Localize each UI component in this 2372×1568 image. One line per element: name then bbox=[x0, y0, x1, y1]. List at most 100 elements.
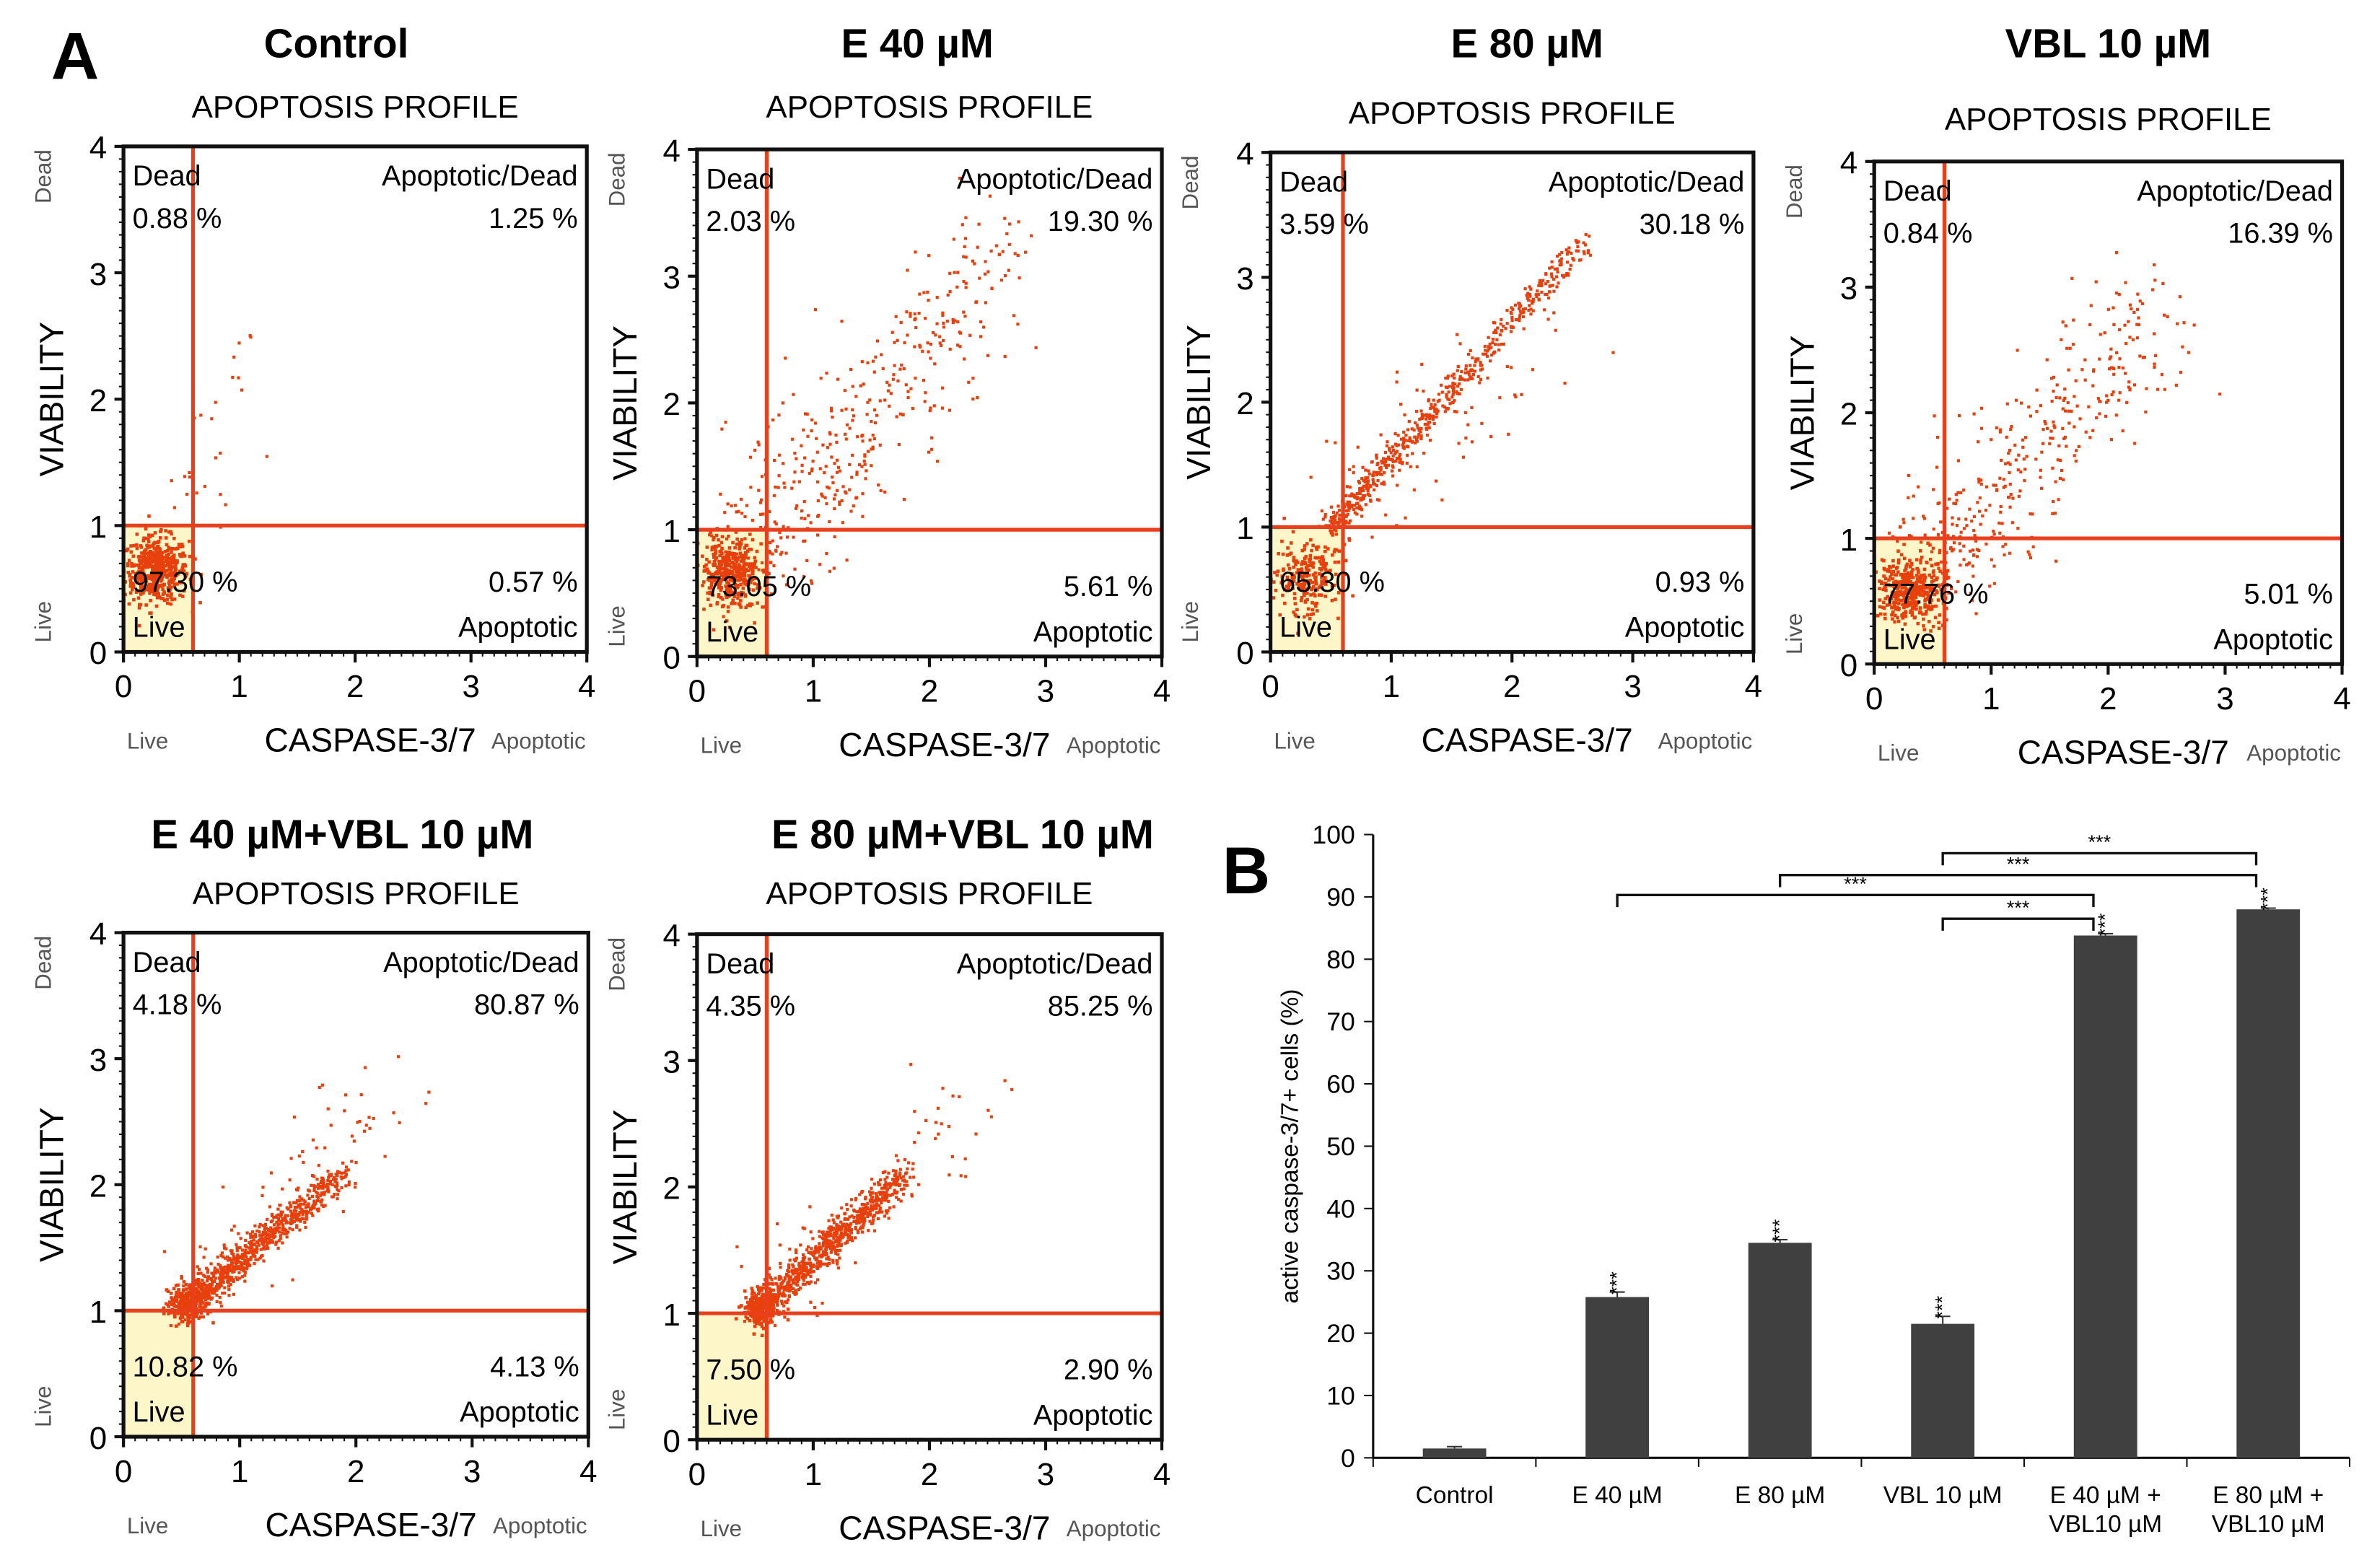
event-dot bbox=[159, 527, 163, 532]
event-dot bbox=[154, 592, 158, 597]
event-dot bbox=[165, 597, 170, 601]
event-dot bbox=[169, 1323, 172, 1328]
event-dot bbox=[725, 551, 730, 555]
event-dot bbox=[188, 476, 191, 479]
event-dot bbox=[2163, 387, 2166, 391]
event-dot bbox=[1979, 478, 1983, 482]
event-dot bbox=[1491, 341, 1494, 345]
event-dot bbox=[717, 595, 721, 599]
event-dot bbox=[739, 592, 743, 595]
event-dot bbox=[1890, 605, 1894, 610]
panel-a-label: A bbox=[51, 19, 99, 93]
event-dot bbox=[906, 268, 909, 272]
event-dot bbox=[227, 1294, 231, 1297]
event-dot bbox=[1446, 397, 1450, 401]
event-dot bbox=[1933, 616, 1938, 620]
event-dot bbox=[320, 1180, 323, 1183]
event-dot bbox=[901, 413, 905, 416]
event-dot bbox=[2002, 486, 2005, 489]
event-dot bbox=[1385, 465, 1388, 470]
event-dot bbox=[941, 311, 945, 315]
event-dot bbox=[968, 333, 972, 337]
event-dot bbox=[185, 571, 188, 576]
event-dot bbox=[193, 1288, 198, 1292]
event-dot bbox=[219, 1253, 223, 1258]
event-dot bbox=[1505, 309, 1509, 312]
event-dot bbox=[740, 572, 745, 576]
event-dot bbox=[232, 1279, 235, 1283]
event-dot bbox=[1928, 543, 1932, 547]
event-dot bbox=[185, 1287, 188, 1291]
event-dot bbox=[1992, 530, 1995, 533]
event-dot bbox=[1517, 307, 1521, 310]
event-dot bbox=[1317, 585, 1321, 590]
event-dot bbox=[714, 533, 719, 538]
event-dot bbox=[963, 315, 967, 318]
event-dot bbox=[315, 1199, 320, 1202]
event-dot bbox=[743, 546, 747, 550]
event-dot bbox=[830, 409, 833, 413]
event-dot bbox=[1386, 463, 1391, 467]
event-dot bbox=[2007, 452, 2010, 455]
event-dot bbox=[2091, 384, 2095, 387]
event-dot bbox=[1505, 364, 1509, 369]
event-dot bbox=[941, 313, 945, 317]
event-dot bbox=[2008, 470, 2011, 475]
event-dot bbox=[344, 1173, 349, 1176]
event-dot bbox=[211, 1287, 214, 1290]
event-dot bbox=[189, 1289, 193, 1293]
event-dot bbox=[886, 389, 890, 393]
event-dot bbox=[1348, 507, 1352, 510]
event-dot bbox=[1548, 266, 1552, 270]
event-dot bbox=[1939, 587, 1943, 592]
event-dot bbox=[261, 1193, 264, 1197]
event-dot bbox=[733, 546, 737, 550]
event-dot bbox=[284, 1221, 289, 1225]
event-dot bbox=[1500, 328, 1504, 333]
event-dot bbox=[1909, 588, 1912, 592]
event-dot bbox=[201, 1301, 205, 1305]
event-dot bbox=[1305, 574, 1308, 578]
event-dot bbox=[1334, 515, 1337, 519]
x-tick-label: 4 bbox=[1745, 669, 1762, 704]
event-dot bbox=[226, 1269, 229, 1273]
event-dot bbox=[2123, 323, 2127, 327]
event-dot bbox=[327, 1182, 331, 1186]
event-dot bbox=[722, 604, 725, 608]
event-dot bbox=[790, 486, 794, 490]
event-dot bbox=[229, 1228, 234, 1232]
event-dot bbox=[1447, 390, 1450, 394]
event-dot bbox=[860, 465, 864, 468]
event-dot bbox=[137, 623, 141, 628]
event-dot bbox=[144, 548, 148, 552]
event-dot bbox=[222, 1291, 227, 1295]
event-dot bbox=[1361, 488, 1365, 491]
event-dot bbox=[243, 1279, 247, 1283]
event-dot bbox=[1904, 595, 1909, 600]
event-dot bbox=[738, 540, 742, 545]
event-dot bbox=[169, 568, 173, 572]
event-dot bbox=[1895, 590, 1899, 595]
event-dot bbox=[739, 1304, 743, 1308]
event-dot bbox=[809, 1269, 813, 1273]
event-dot bbox=[735, 552, 738, 556]
event-dot bbox=[1362, 484, 1365, 488]
event-dot bbox=[1323, 566, 1327, 570]
event-dot bbox=[289, 1218, 293, 1222]
event-dot bbox=[743, 557, 746, 561]
event-dot bbox=[1926, 604, 1930, 608]
event-dot bbox=[1318, 559, 1322, 564]
event-dot bbox=[1360, 477, 1364, 481]
event-dot bbox=[739, 559, 743, 563]
event-dot bbox=[1351, 594, 1355, 598]
quadrant-value-live: 73.05 % bbox=[706, 571, 811, 603]
event-dot bbox=[861, 439, 865, 443]
event-dot bbox=[156, 555, 160, 559]
event-dot bbox=[1344, 521, 1348, 525]
event-dot bbox=[1919, 587, 1923, 591]
event-dot bbox=[1896, 619, 1901, 623]
event-dot bbox=[1528, 285, 1531, 289]
event-dot bbox=[197, 1289, 201, 1293]
event-dot bbox=[1463, 378, 1467, 382]
event-dot bbox=[1522, 327, 1526, 330]
